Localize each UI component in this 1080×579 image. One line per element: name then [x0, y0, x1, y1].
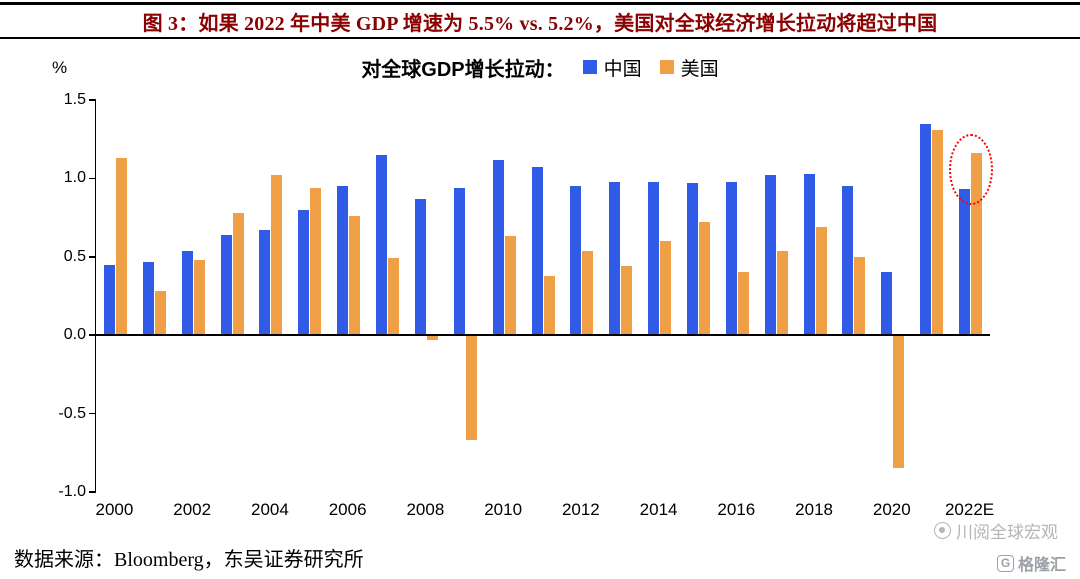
- bar-china-2010: [492, 159, 504, 336]
- bar-china-2022E: [959, 189, 971, 336]
- y-tick-mark: [89, 177, 96, 180]
- bar-us-2015: [698, 222, 710, 336]
- bar-china-2015: [686, 183, 698, 336]
- legend-label-us: 美国: [680, 58, 719, 80]
- y-tick-mark: [89, 412, 96, 415]
- chart-title: 对全球GDP增长拉动：: [361, 58, 565, 81]
- china-series-swatch: [582, 60, 597, 74]
- x-tick-label-2000: 2000: [95, 500, 134, 519]
- y-tick-label: -0.5: [58, 404, 86, 422]
- bar-us-2007: [388, 258, 400, 336]
- bar-china-2006: [337, 186, 349, 336]
- watermark-account: 川阅全球宏观: [934, 518, 1058, 543]
- bar-us-2008: [426, 335, 438, 340]
- bar-us-2022E: [971, 153, 983, 336]
- bar-us-2019: [854, 256, 866, 336]
- y-tick-label: -1.0: [58, 483, 86, 500]
- bar-us-2012: [582, 250, 594, 336]
- y-tick-label: 1.0: [63, 169, 86, 187]
- legend: 对全球GDP增长拉动： 中国 美国: [0, 52, 1080, 82]
- bar-china-2005: [298, 209, 310, 336]
- y-tick-label: 0.0: [63, 326, 86, 344]
- y-tick-label: 0.5: [63, 247, 86, 265]
- bar-china-2021: [920, 123, 932, 336]
- x-tick-label-2020: 2020: [872, 500, 911, 519]
- watermark-logo-name: 格隆汇: [1017, 557, 1066, 574]
- bar-us-2004: [271, 175, 283, 336]
- bar-us-2014: [660, 241, 672, 336]
- x-tick-label-2018: 2018: [795, 500, 833, 519]
- bar-us-2005: [310, 187, 322, 336]
- bar-us-2013: [621, 266, 633, 336]
- x-tick-label-2016: 2016: [717, 500, 756, 519]
- bar-us-2021: [932, 129, 944, 336]
- y-tick-mark: [89, 99, 96, 101]
- bar-china-2011: [531, 167, 543, 336]
- bar-china-2013: [609, 181, 621, 336]
- bar-china-2018: [803, 173, 815, 336]
- data-source: 数据来源：Bloomberg，东吴证券研究所: [14, 549, 364, 571]
- bar-china-2012: [570, 186, 582, 336]
- x-tick-label-2022E: 2022E: [944, 500, 995, 519]
- y-tick-label: 1.5: [63, 91, 86, 108]
- bar-us-2002: [193, 259, 205, 336]
- x-axis-labels: 2000 2002 2004 2006 2008 2010 2012 2014 2016 2018…: [95, 500, 995, 524]
- y-tick-mark: [89, 256, 96, 258]
- x-tick-label-2008: 2008: [406, 500, 445, 519]
- watermark-account-name: 川阅全球宏观: [956, 523, 1058, 542]
- bar-us-2010: [504, 236, 516, 336]
- plot-area: 1.5 1.0 0.5 0.0 -0.5 -1.0: [58, 91, 993, 500]
- bar-china-2017: [764, 175, 776, 336]
- bar-china-2019: [842, 186, 854, 336]
- bar-china-2002: [181, 250, 193, 336]
- bar-us-2000: [115, 158, 127, 336]
- y-tick-mark: [89, 334, 96, 336]
- bar-china-2007: [376, 154, 388, 336]
- bar-china-2020: [881, 272, 893, 336]
- highlight-ellipse-2022e: [948, 134, 993, 206]
- bar-china-2000: [103, 264, 115, 336]
- bar-china-2001: [142, 261, 154, 336]
- bar-us-2006: [349, 216, 361, 336]
- figure-header: 图 3：如果 2022 年中美 GDP 增速为 5.5% vs. 5.2%，美国…: [0, 2, 1080, 39]
- wechat-account-icon: [934, 522, 951, 539]
- bar-us-2018: [815, 227, 827, 336]
- us-series-swatch: [659, 60, 674, 74]
- bar-china-2009: [453, 187, 465, 336]
- bar-us-2001: [154, 291, 166, 336]
- bar-us-2009: [465, 335, 477, 441]
- zero-axis-line: [96, 334, 990, 336]
- x-tick-label-2010: 2010: [484, 500, 523, 519]
- bar-us-2020: [893, 335, 905, 469]
- bar-us-2003: [232, 212, 244, 336]
- bar-china-2008: [414, 198, 426, 336]
- figure-title: 图 3：如果 2022 年中美 GDP 增速为 5.5% vs. 5.2%，美国…: [142, 12, 938, 35]
- x-tick-label-2002: 2002: [173, 500, 212, 519]
- bar-us-2016: [737, 272, 749, 336]
- y-axis-unit: %: [52, 58, 68, 77]
- watermark-logo: G 格隆汇: [996, 551, 1066, 575]
- gelonghui-logo-icon: G: [996, 554, 1014, 572]
- x-tick-label-2014: 2014: [639, 500, 678, 519]
- bar-china-2004: [259, 230, 271, 336]
- x-tick-label-2004: 2004: [250, 500, 289, 519]
- legend-item-us: 美国: [659, 54, 719, 81]
- bar-us-2017: [776, 250, 788, 336]
- legend-item-china: 中国: [582, 54, 642, 81]
- bar-china-2016: [725, 181, 737, 336]
- bar-us-2011: [543, 275, 555, 336]
- x-tick-label-2006: 2006: [328, 500, 367, 519]
- bar-china-2014: [648, 181, 660, 336]
- y-tick-mark: [89, 491, 96, 493]
- x-tick-label-2012: 2012: [561, 500, 600, 519]
- bar-china-2003: [220, 234, 232, 336]
- legend-label-china: 中国: [603, 58, 642, 80]
